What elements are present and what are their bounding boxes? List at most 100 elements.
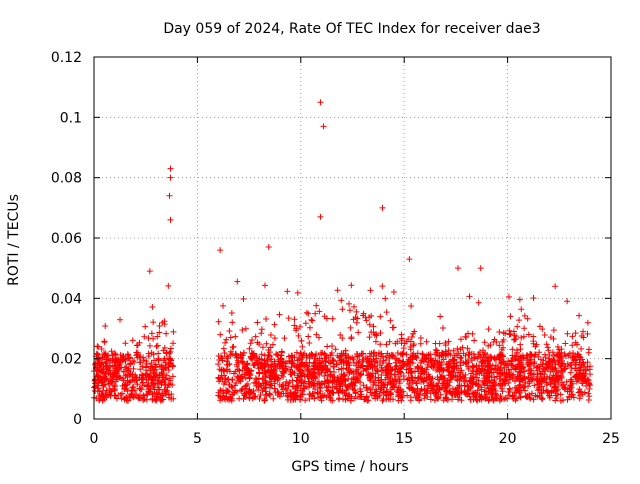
data-point bbox=[394, 386, 401, 393]
data-point bbox=[244, 370, 251, 377]
data-point bbox=[288, 357, 295, 364]
data-point bbox=[414, 375, 421, 382]
data-point bbox=[106, 367, 113, 374]
data-point bbox=[242, 325, 249, 332]
data-point bbox=[322, 352, 329, 359]
data-point bbox=[107, 393, 114, 400]
y-tick-label: 0.08 bbox=[51, 171, 82, 187]
data-point bbox=[424, 382, 431, 389]
data-point bbox=[542, 354, 549, 361]
y-tick-label: 0.06 bbox=[51, 231, 82, 247]
data-point bbox=[313, 331, 320, 338]
data-point bbox=[520, 364, 527, 371]
data-point bbox=[163, 330, 170, 337]
tick-labels: 0 5 10 15 20 25 0 0.02 0.04 0.06 0.08 0.1 0.12 bbox=[51, 50, 620, 447]
data-point bbox=[108, 388, 115, 395]
data-point bbox=[540, 375, 547, 382]
data-point bbox=[250, 352, 257, 359]
data-point bbox=[350, 368, 357, 375]
data-point bbox=[289, 360, 296, 367]
data-point bbox=[111, 386, 118, 393]
data-point bbox=[518, 306, 525, 313]
data-point bbox=[528, 367, 535, 374]
data-point bbox=[522, 387, 529, 394]
data-point bbox=[330, 356, 337, 363]
data-point bbox=[557, 391, 564, 398]
data-point bbox=[263, 379, 270, 386]
data-point bbox=[236, 372, 243, 379]
data-point bbox=[507, 374, 514, 381]
data-point bbox=[433, 393, 440, 400]
data-point bbox=[148, 360, 155, 367]
data-point bbox=[161, 318, 168, 325]
data-point bbox=[552, 392, 559, 399]
data-point bbox=[355, 375, 362, 382]
data-point bbox=[495, 353, 502, 360]
data-point bbox=[372, 338, 379, 345]
data-point bbox=[143, 364, 150, 371]
data-point bbox=[377, 351, 384, 358]
data-point bbox=[500, 376, 507, 383]
data-point bbox=[465, 390, 472, 397]
data-point bbox=[150, 335, 157, 342]
data-point bbox=[347, 381, 354, 388]
data-point bbox=[569, 342, 576, 349]
data-point bbox=[407, 365, 414, 372]
data-point bbox=[343, 386, 350, 393]
data-point bbox=[107, 380, 114, 387]
data-point bbox=[453, 352, 460, 359]
data-point bbox=[374, 368, 381, 375]
data-point bbox=[429, 364, 436, 371]
data-point bbox=[349, 384, 356, 391]
data-point bbox=[274, 391, 281, 398]
data-points bbox=[91, 99, 594, 404]
data-point bbox=[408, 303, 415, 310]
data-point bbox=[356, 358, 363, 365]
data-point bbox=[419, 351, 426, 358]
data-point bbox=[272, 389, 279, 396]
data-point bbox=[491, 336, 498, 343]
data-point bbox=[485, 326, 492, 333]
data-point bbox=[515, 385, 522, 392]
data-point bbox=[577, 354, 584, 361]
data-point bbox=[505, 392, 512, 399]
data-point bbox=[436, 353, 443, 360]
data-point bbox=[107, 357, 114, 364]
data-point bbox=[528, 390, 535, 397]
data-point bbox=[215, 361, 222, 368]
data-point bbox=[266, 391, 273, 398]
data-point bbox=[263, 340, 270, 347]
data-point bbox=[377, 384, 384, 391]
data-point bbox=[167, 345, 174, 352]
data-point bbox=[515, 353, 522, 360]
data-point bbox=[443, 390, 450, 397]
data-point bbox=[440, 397, 447, 404]
data-point bbox=[514, 373, 521, 380]
data-point bbox=[481, 339, 488, 346]
data-point bbox=[585, 346, 592, 353]
data-point bbox=[327, 371, 334, 378]
data-point bbox=[496, 329, 503, 336]
outlier-point bbox=[317, 99, 324, 106]
data-point bbox=[520, 333, 527, 340]
data-point bbox=[166, 380, 173, 387]
data-point bbox=[318, 397, 325, 404]
data-point bbox=[574, 341, 581, 348]
data-point bbox=[497, 370, 504, 377]
data-point bbox=[127, 392, 134, 399]
data-point bbox=[245, 389, 252, 396]
data-point bbox=[170, 340, 177, 347]
data-point bbox=[580, 334, 587, 341]
data-point bbox=[135, 395, 142, 402]
data-point bbox=[269, 341, 276, 348]
data-point bbox=[158, 370, 165, 377]
data-point bbox=[360, 357, 367, 364]
data-point bbox=[420, 378, 427, 385]
data-point bbox=[468, 355, 475, 362]
data-point bbox=[342, 358, 349, 365]
data-point bbox=[154, 333, 161, 340]
data-point bbox=[444, 366, 451, 373]
data-point bbox=[94, 343, 101, 350]
data-point bbox=[429, 375, 436, 382]
data-point bbox=[460, 350, 467, 357]
